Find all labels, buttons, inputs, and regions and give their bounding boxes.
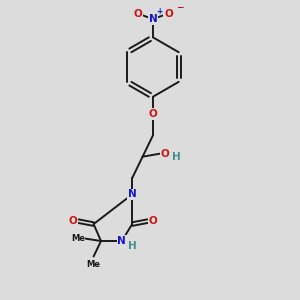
Text: O: O xyxy=(148,216,157,226)
Text: O: O xyxy=(160,149,169,159)
Text: O: O xyxy=(133,9,142,19)
Text: O: O xyxy=(148,109,157,119)
Text: O: O xyxy=(68,216,77,226)
Text: O: O xyxy=(164,9,173,19)
Text: −: − xyxy=(176,3,183,12)
Text: H: H xyxy=(172,152,181,162)
Text: N: N xyxy=(128,189,136,200)
Text: N: N xyxy=(117,236,126,246)
Text: +: + xyxy=(156,7,162,16)
Text: Me: Me xyxy=(71,234,85,243)
Text: Me: Me xyxy=(86,260,100,269)
Text: N: N xyxy=(148,14,157,24)
Text: H: H xyxy=(128,242,136,251)
